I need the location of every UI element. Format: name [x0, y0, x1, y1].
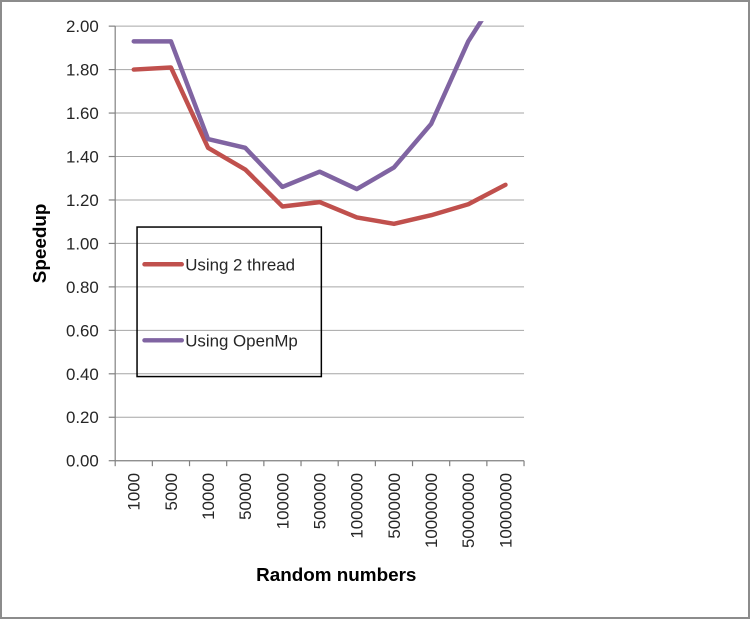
- legend-label-0: Using 2 thread: [185, 255, 295, 274]
- x-tick-label: 500000: [311, 473, 330, 529]
- y-axis-ticks: [108, 25, 116, 462]
- y-tick-label: 0.00: [66, 452, 99, 471]
- series-line-1: [131, 21, 484, 192]
- series-lines: [131, 21, 508, 227]
- y-axis-tick-labels: 0.00 0.20 0.40 0.60 0.80 1.00 1.20 1.40 1.60 1.80…: [66, 17, 99, 471]
- x-tick-label: 50000000: [459, 473, 478, 548]
- axis-titles: Speedup Random numbers: [29, 204, 416, 586]
- x-tick-label: 1000: [125, 473, 144, 511]
- y-tick-label: 1.40: [66, 147, 99, 166]
- y-tick-label: 1.00: [66, 234, 99, 253]
- y-tick-label: 2.00: [66, 17, 99, 36]
- series-line-0: [131, 65, 508, 227]
- x-tick-label: 1000000: [348, 473, 367, 539]
- y-tick-label: 1.60: [66, 104, 99, 123]
- axes: [114, 26, 525, 462]
- x-axis-title: Random numbers: [256, 564, 416, 585]
- legend: Using 2 thread Using OpenMp: [136, 226, 323, 378]
- x-axis-tick-labels: 1000 5000 10000 50000 100000 500000 1000000 500…: [125, 473, 516, 548]
- y-tick-label: 0.20: [66, 408, 99, 427]
- y-tick-label: 1.80: [66, 61, 99, 80]
- x-tick-label: 10000000: [422, 473, 441, 548]
- x-axis-ticks: [114, 460, 525, 467]
- legend-box: [136, 226, 323, 378]
- x-tick-label: 10000000: [496, 473, 515, 548]
- x-tick-label: 5000000: [385, 473, 404, 539]
- y-tick-label: 1.20: [66, 191, 99, 210]
- y-tick-label: 0.80: [66, 278, 99, 297]
- y-axis-title: Speedup: [29, 204, 50, 284]
- x-tick-label: 100000: [273, 473, 292, 529]
- x-tick-label: 50000: [236, 473, 255, 520]
- x-tick-label: 10000: [199, 473, 218, 520]
- legend-label-1: Using OpenMp: [185, 331, 298, 350]
- x-tick-label: 5000: [162, 473, 181, 511]
- y-tick-label: 0.40: [66, 365, 99, 384]
- y-tick-label: 0.60: [66, 321, 99, 340]
